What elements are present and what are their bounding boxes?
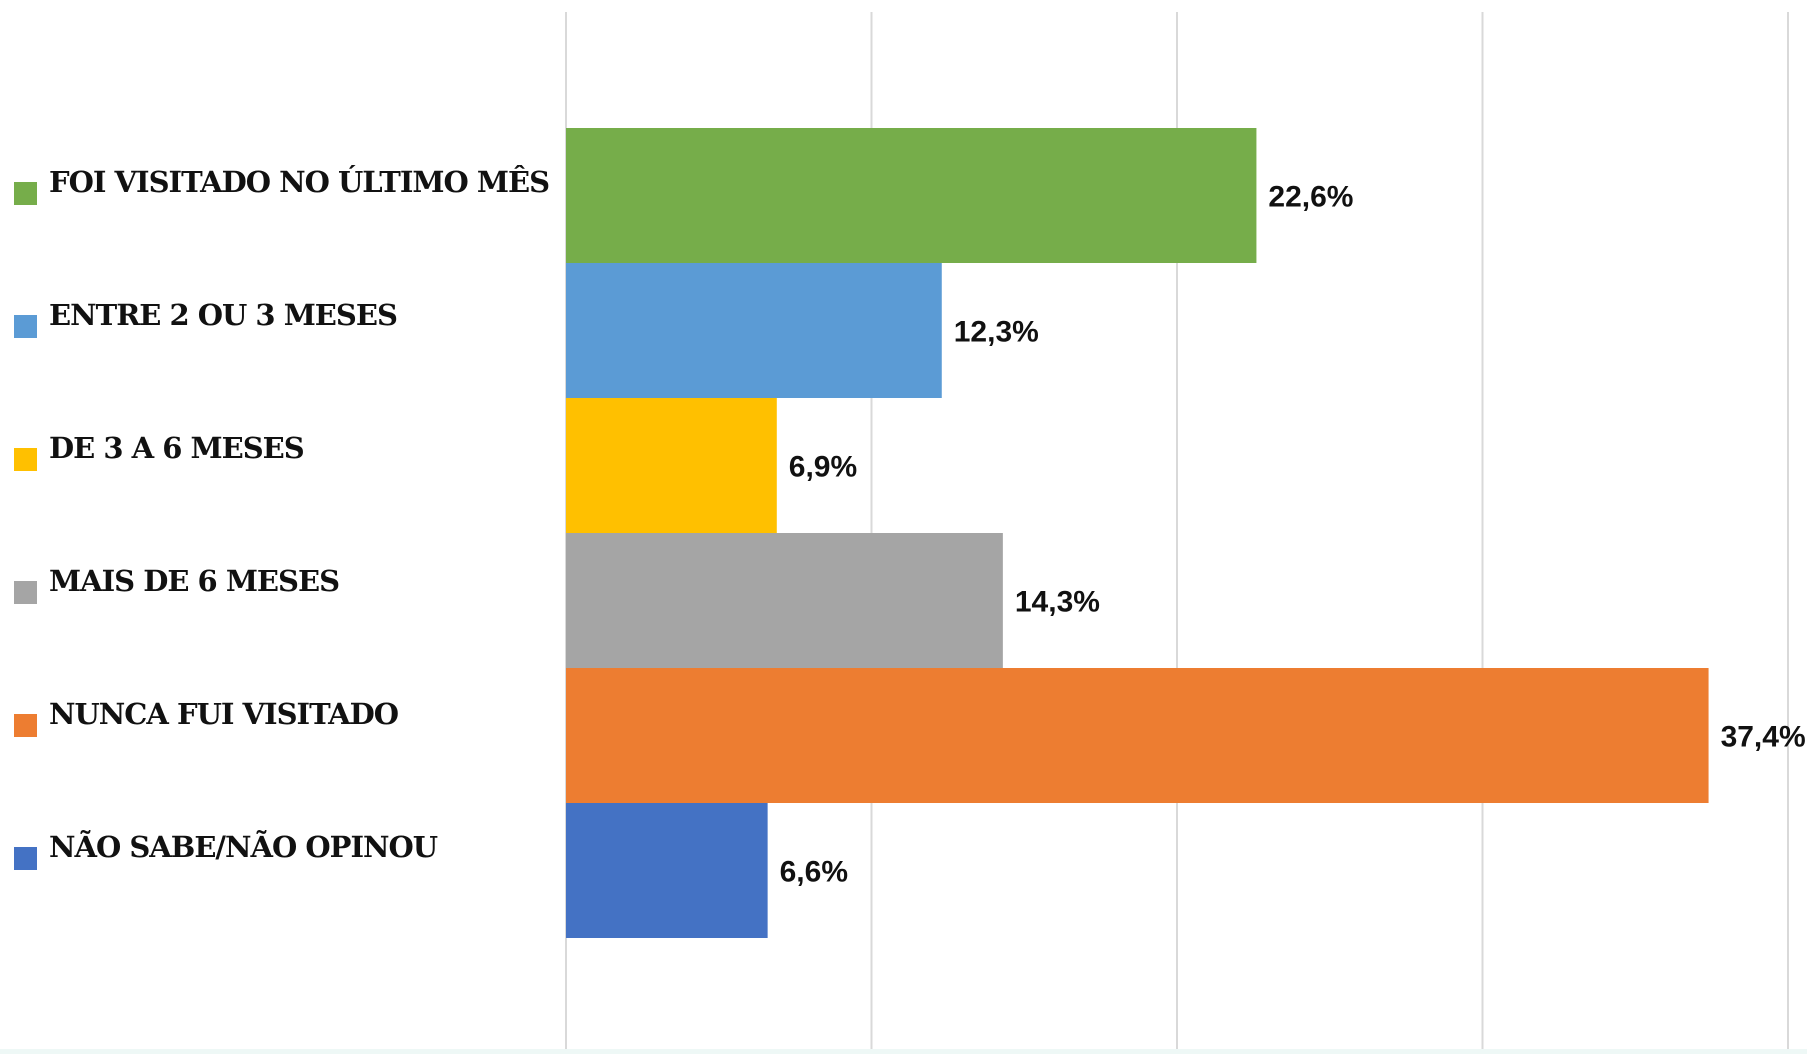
legend-item: DE 3 A 6 MESES: [14, 431, 549, 564]
bar: [566, 668, 1709, 803]
bar: [566, 803, 768, 938]
chart-legend: FOI VISITADO NO ÚLTIMO MÊS ENTRE 2 OU 3 M…: [14, 165, 550, 963]
bar-value-label: 12,3%: [954, 316, 1039, 349]
legend-swatch: [14, 182, 37, 205]
bar-value-label: 6,6%: [780, 856, 848, 889]
bar: [566, 263, 942, 398]
legend-item: MAIS DE 6 MESES: [14, 564, 549, 697]
legend-label: MAIS DE 6 MESES: [49, 564, 340, 598]
legend-label: FOI VISITADO NO ÚLTIMO MÊS: [49, 165, 550, 199]
bar: [566, 128, 1257, 263]
legend-item: ENTRE 2 OU 3 MESES: [14, 298, 549, 431]
bar: [566, 398, 777, 533]
legend-label: DE 3 A 6 MESES: [49, 431, 305, 465]
legend-label: NUNCA FUI VISITADO: [49, 697, 399, 731]
legend-label: ENTRE 2 OU 3 MESES: [49, 298, 398, 332]
bottom-edge-strip: [0, 1049, 1807, 1054]
legend-item: NUNCA FUI VISITADO: [14, 697, 549, 830]
bar-value-label: 22,6%: [1268, 181, 1353, 214]
bar-value-label: 37,4%: [1721, 721, 1806, 754]
legend-swatch: [14, 581, 37, 604]
legend-item: NÃO SABE/NÃO OPINOU: [14, 830, 549, 963]
bar-value-label: 6,9%: [789, 451, 857, 484]
legend-swatch: [14, 847, 37, 870]
bar-value-label: 14,3%: [1015, 586, 1100, 619]
legend-item: FOI VISITADO NO ÚLTIMO MÊS: [14, 165, 550, 298]
legend-swatch: [14, 315, 37, 338]
legend-swatch: [14, 448, 37, 471]
legend-swatch: [14, 714, 37, 737]
legend-label: NÃO SABE/NÃO OPINOU: [49, 830, 438, 864]
bar: [566, 533, 1003, 668]
